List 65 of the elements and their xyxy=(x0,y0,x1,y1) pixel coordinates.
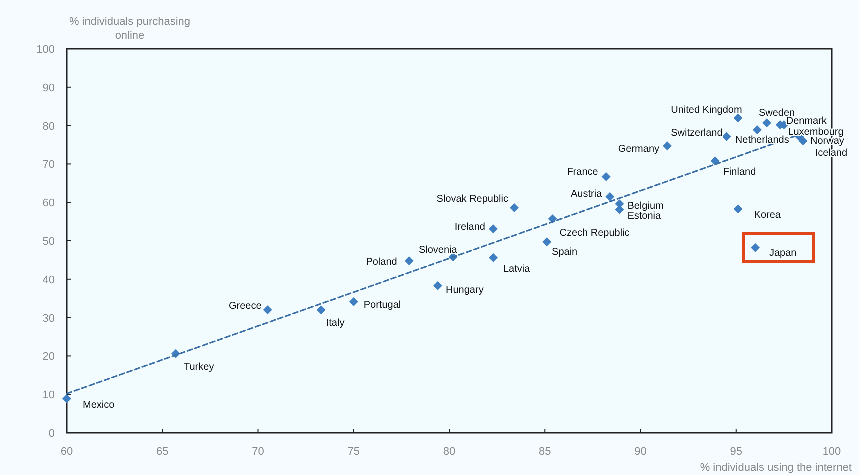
annotation: Japan xyxy=(770,248,797,259)
annotation: Finland xyxy=(723,167,756,178)
y-tick-label: 10 xyxy=(42,390,55,402)
point xyxy=(752,126,762,135)
point xyxy=(663,142,672,151)
annotation: Belgium xyxy=(628,201,664,212)
point xyxy=(734,204,743,214)
point xyxy=(762,118,772,128)
point xyxy=(602,172,611,182)
annotation: France xyxy=(567,166,599,178)
y-tick-label: 20 xyxy=(42,351,55,364)
annotation: Mexico xyxy=(83,400,116,411)
annotation: Portugal xyxy=(364,300,402,312)
annotation: Italy xyxy=(326,318,345,330)
point xyxy=(606,192,615,202)
y-tick-label: 0 xyxy=(48,428,55,440)
annotation: Germany xyxy=(618,144,660,156)
annotation: Spain xyxy=(552,247,578,258)
y-tick-label: 50 xyxy=(42,236,55,248)
x-tick-label: 85 xyxy=(539,446,552,458)
x-axis-title: % individuals using the internet xyxy=(700,462,852,474)
annotation: Turkey xyxy=(184,362,214,373)
annotation: Greece xyxy=(229,301,262,312)
x-tick-label: 70 xyxy=(252,446,264,458)
x-tick-label: 75 xyxy=(348,446,360,458)
x-tick-label: 60 xyxy=(60,446,74,458)
annotation: Korea xyxy=(754,210,782,222)
point xyxy=(434,281,443,290)
y-tick-label: 70 xyxy=(42,159,55,172)
y-tick-label: 100 xyxy=(36,44,55,56)
x-tick-label: 65 xyxy=(156,446,169,458)
x-tick-label: 100 xyxy=(822,446,842,458)
y-tick-label: 90 xyxy=(42,82,55,94)
point xyxy=(404,256,414,266)
annotation: Hungary xyxy=(446,284,484,296)
annotation: Denmark xyxy=(786,116,828,128)
point xyxy=(542,238,552,247)
x-tick-label: 90 xyxy=(634,446,647,458)
y-tick-label: 60 xyxy=(42,198,55,210)
annotation: United Kingdom xyxy=(671,105,742,116)
annotation: Ireland xyxy=(454,222,486,234)
annotation: Slovak Republic xyxy=(436,194,509,205)
annotation: Austria xyxy=(571,188,603,200)
point xyxy=(751,243,760,252)
point xyxy=(488,224,498,234)
point xyxy=(349,298,358,307)
y-tick-label: 30 xyxy=(42,312,55,325)
point xyxy=(316,306,326,315)
annotation: Switzerland xyxy=(671,128,723,139)
point xyxy=(62,394,72,404)
y-tick-label: 40 xyxy=(42,274,55,286)
point xyxy=(710,156,720,166)
y-tick-label: 80 xyxy=(42,120,55,133)
annotation: Estonia xyxy=(628,210,662,222)
annotation: Czech Republic xyxy=(560,228,630,240)
y-axis-title: % individuals purchasing online xyxy=(69,16,191,42)
annotation: Latvia xyxy=(503,264,531,275)
annotation: Slovenia xyxy=(418,245,458,256)
annotation: Poland xyxy=(366,256,398,268)
x-tick-label: 80 xyxy=(443,446,456,458)
x-tick-label: 95 xyxy=(730,446,742,458)
point xyxy=(488,253,498,262)
point xyxy=(510,203,520,212)
point xyxy=(722,132,732,142)
point xyxy=(263,306,272,315)
